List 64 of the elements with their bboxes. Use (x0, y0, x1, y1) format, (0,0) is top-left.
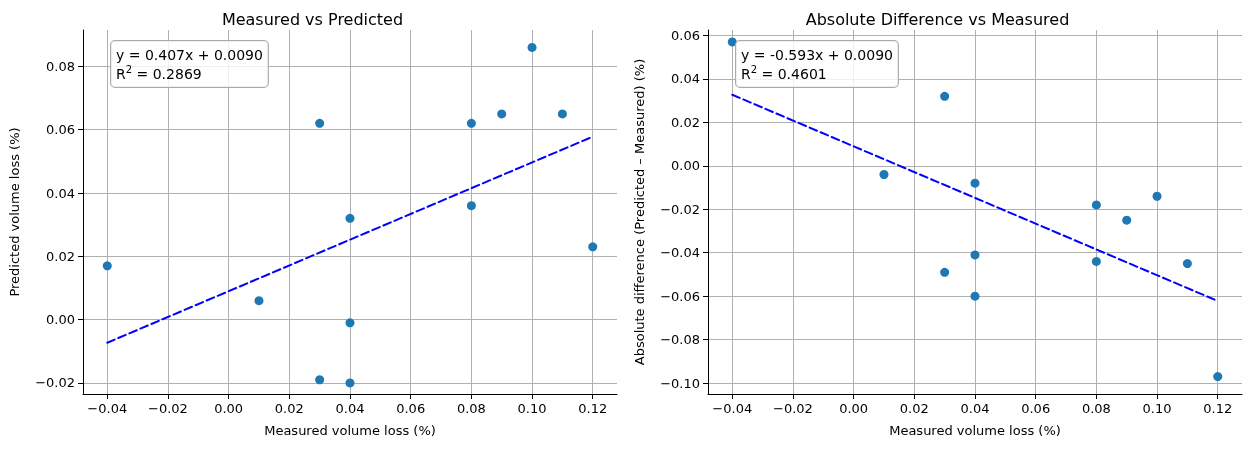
chart-title: Measured vs Predicted (221, 9, 404, 29)
point (557, 109, 567, 119)
point (345, 318, 355, 328)
y-tick-label: 0.02 (46, 248, 75, 264)
point (970, 291, 979, 301)
y-tick-label: −0.08 (659, 332, 700, 348)
x-tick-label: −0.04 (711, 401, 752, 416)
y-tick-label: 0.06 (670, 27, 700, 43)
point (878, 170, 888, 180)
point (1212, 372, 1222, 382)
x-tick-label: 0.06 (396, 401, 426, 416)
x-tick-label: 0.08 (456, 401, 486, 416)
point (970, 178, 979, 188)
point (939, 91, 949, 101)
x-tick-label: 0.02 (274, 401, 304, 416)
x-tick-label: 0.08 (1081, 401, 1111, 416)
x-tick-label: 0.00 (838, 401, 868, 416)
x-tick-label: −0.04 (87, 401, 128, 416)
x-tick-label: 0.12 (578, 401, 608, 416)
y-tick-label: 0.00 (46, 312, 75, 328)
point (970, 250, 979, 260)
point (1152, 191, 1162, 201)
point (497, 109, 507, 119)
y-tick-label: 0.02 (670, 114, 700, 130)
point (345, 213, 355, 223)
y-tick-label: −0.06 (659, 288, 700, 304)
point (588, 242, 598, 252)
y-tick-label: 0.04 (670, 71, 700, 87)
y-tick-label: 0.06 (46, 122, 75, 138)
point (102, 261, 112, 271)
point (939, 267, 949, 277)
y-tick-label: −0.04 (659, 245, 700, 261)
y-tick-label: −0.02 (659, 201, 700, 217)
x-axis-title: Measured volume loss (%) (888, 423, 1061, 438)
y-tick-label: 0.08 (46, 58, 75, 74)
point (345, 378, 355, 388)
y-tick-label: −0.02 (35, 375, 75, 391)
x-tick-label: 0.10 (517, 401, 547, 416)
point (1121, 215, 1131, 225)
y-tick-label: 0.04 (46, 185, 75, 201)
x-tick-label: 0.12 (1202, 401, 1232, 416)
y-axis-title: Predicted volume loss (%) (7, 127, 22, 297)
point (254, 296, 264, 306)
point (315, 375, 325, 385)
point (1091, 200, 1101, 210)
point (1091, 256, 1101, 266)
chart-title: Absolute Difference vs Measured (805, 9, 1069, 29)
y-tick-label: 0.00 (670, 158, 700, 174)
y-axis-title: Absolute difference (Predicted – Measured) (%) (631, 58, 647, 366)
x-tick-label: −0.02 (772, 401, 813, 416)
x-tick-label: 0.04 (335, 401, 365, 416)
x-tick-label: 0.00 (214, 401, 244, 416)
x-tick-label: 0.10 (1142, 401, 1172, 416)
point (466, 118, 476, 128)
x-tick-label: −0.02 (148, 401, 188, 416)
x-tick-label: 0.04 (960, 401, 989, 416)
point (527, 42, 537, 52)
x-tick-label: 0.02 (899, 401, 929, 416)
y-tick-label: −0.10 (659, 375, 700, 391)
x-axis-title: Measured volume loss (%) (264, 423, 436, 438)
point (315, 118, 325, 128)
x-tick-label: 0.06 (1020, 401, 1050, 416)
point (466, 201, 476, 211)
point (1182, 259, 1192, 269)
